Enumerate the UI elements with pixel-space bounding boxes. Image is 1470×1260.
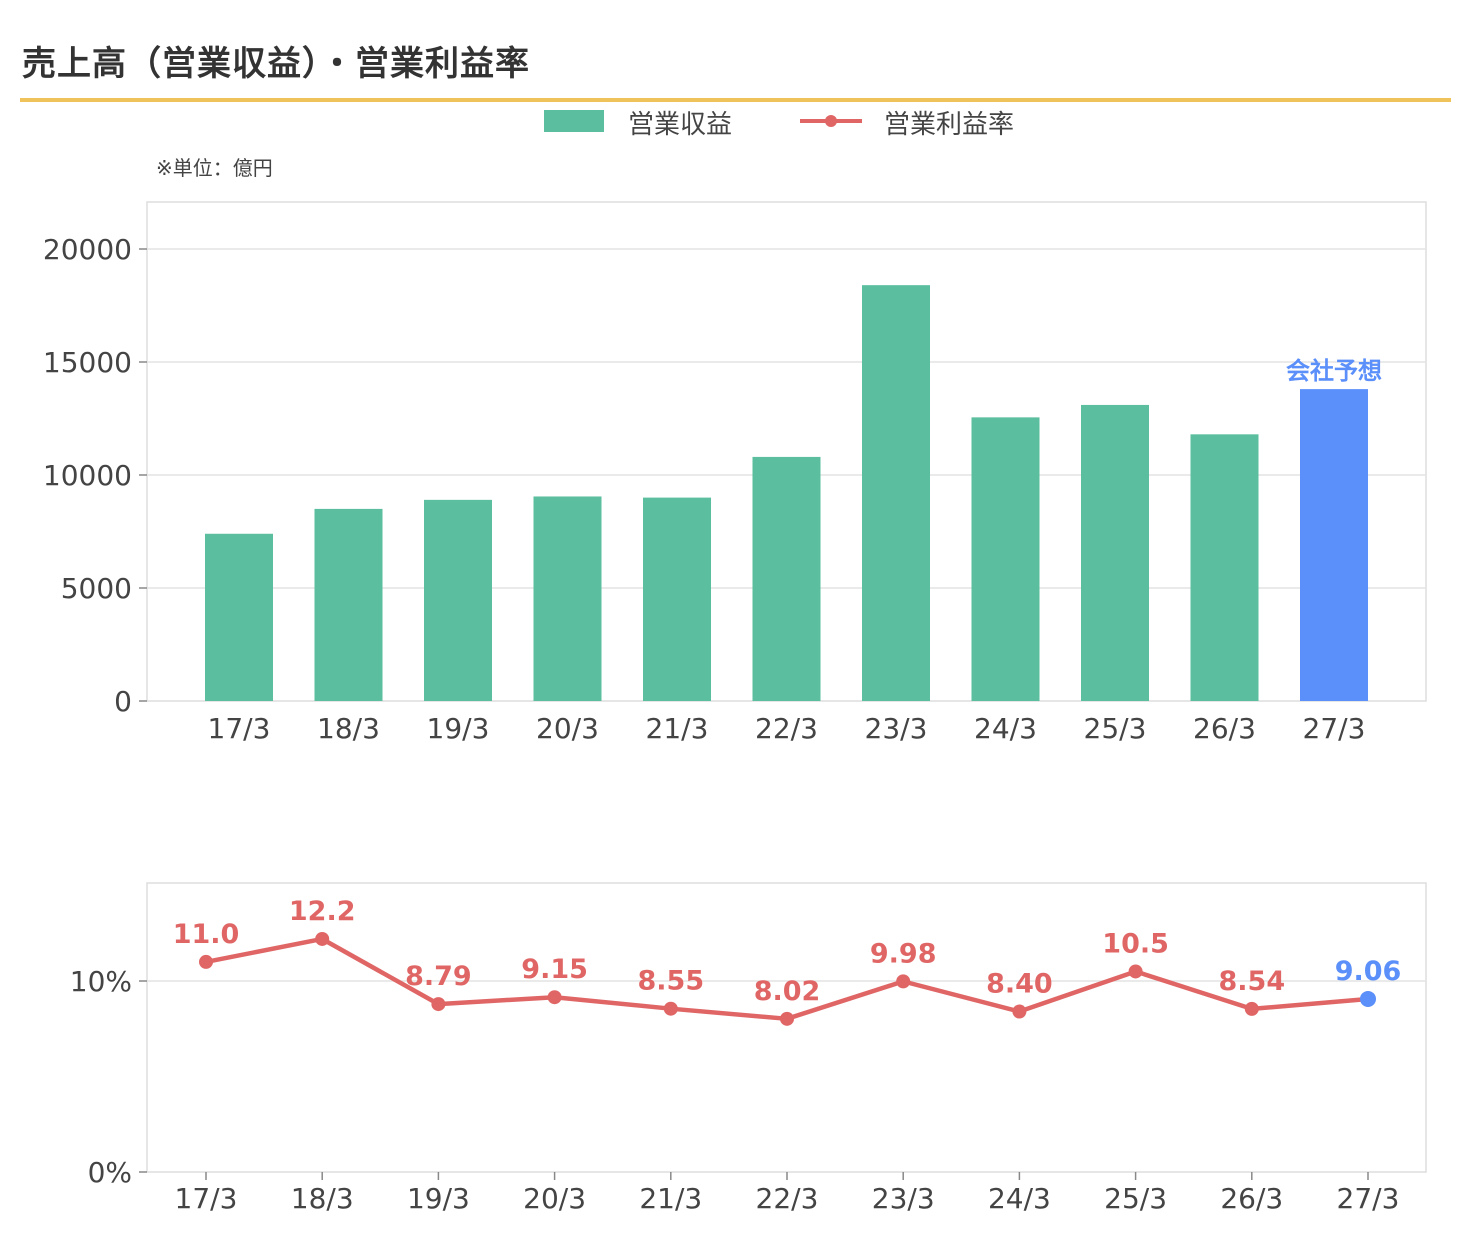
data-point [896,974,911,989]
forecast-point [1360,990,1376,1007]
y-tick-label: 10000 [43,459,132,492]
y-tick-label: 20000 [43,233,132,266]
data-point [547,990,562,1005]
plot-area [146,882,1427,1173]
bar [752,456,821,701]
x-tick-label: 20/3 [523,1182,586,1215]
data-label: 9.06 [1335,956,1402,987]
legend-bar-label: 営業収益 [628,110,733,140]
data-label: 8.55 [637,966,704,997]
y-tick-label: 10% [70,965,132,998]
data-label: 11.0 [173,919,240,950]
x-tick-label: 23/3 [865,712,928,745]
x-tick-label: 22/3 [755,712,818,745]
bar [862,285,930,701]
data-point [199,954,213,969]
revenue-bar-chart: 0 5000 10000 15000 20000 17/3 18/3 19/3 20/3 21/3… [43,201,1427,745]
bar [971,417,1040,701]
data-label: 8.40 [986,969,1053,1000]
forecast-label: 会社予想 [1286,357,1382,385]
bar [314,508,383,701]
data-label: 8.79 [405,961,472,992]
x-tick-label: 18/3 [317,712,380,745]
legend: 営業収益 営業利益率 [0,104,1470,140]
bar [205,533,273,701]
data-point [1128,964,1143,979]
x-tick-label: 19/3 [427,712,490,745]
data-point [663,1001,678,1016]
bar [643,497,711,701]
x-tick-label: 25/3 [1084,712,1147,745]
data-point [315,931,330,946]
x-tick-label: 27/3 [1337,1182,1400,1215]
unit-note: ※単位：億円 [156,156,273,180]
bar [533,496,602,701]
x-tick-label: 26/3 [1193,712,1256,745]
bar [424,499,492,701]
forecast-bar [1300,389,1368,701]
y-tick-label: 15000 [43,346,132,379]
x-tick-label: 17/3 [175,1182,238,1215]
x-tick-label: 23/3 [872,1182,935,1215]
x-tick-label: 24/3 [988,1182,1051,1215]
x-tick-label: 18/3 [291,1182,354,1215]
data-point [780,1011,794,1026]
legend-line-swatch [800,115,862,127]
x-tick-label: 22/3 [756,1182,819,1215]
legend-line-label: 営業利益率 [884,110,1015,140]
chart-title: 売上高（営業収益）・営業利益率 [22,44,530,84]
data-label: 10.5 [1102,928,1169,959]
data-label: 9.15 [521,954,588,985]
x-tick-label: 21/3 [639,1182,702,1215]
x-tick-label: 27/3 [1303,712,1366,745]
x-tick-label: 20/3 [536,712,599,745]
bar [1190,434,1259,701]
data-point [431,997,446,1012]
title-underline [20,98,1451,102]
y-tick-label: 0% [88,1156,132,1189]
data-label: 9.98 [870,938,937,969]
x-tick-label: 25/3 [1104,1182,1167,1215]
bar [1081,404,1149,701]
x-tick-label: 19/3 [407,1182,470,1215]
data-label: 8.54 [1218,966,1285,997]
y-tick-label: 0 [114,685,132,718]
x-tick-label: 26/3 [1220,1182,1283,1215]
x-tick-label: 24/3 [974,712,1037,745]
data-point [1012,1004,1027,1019]
data-label: 8.02 [754,976,821,1007]
data-point [1244,1001,1259,1016]
legend-bar-swatch [544,110,604,132]
x-tick-label: 17/3 [208,712,271,745]
y-tick-label: 5000 [61,572,132,605]
x-tick-label: 21/3 [646,712,709,745]
data-label: 12.2 [289,896,356,927]
